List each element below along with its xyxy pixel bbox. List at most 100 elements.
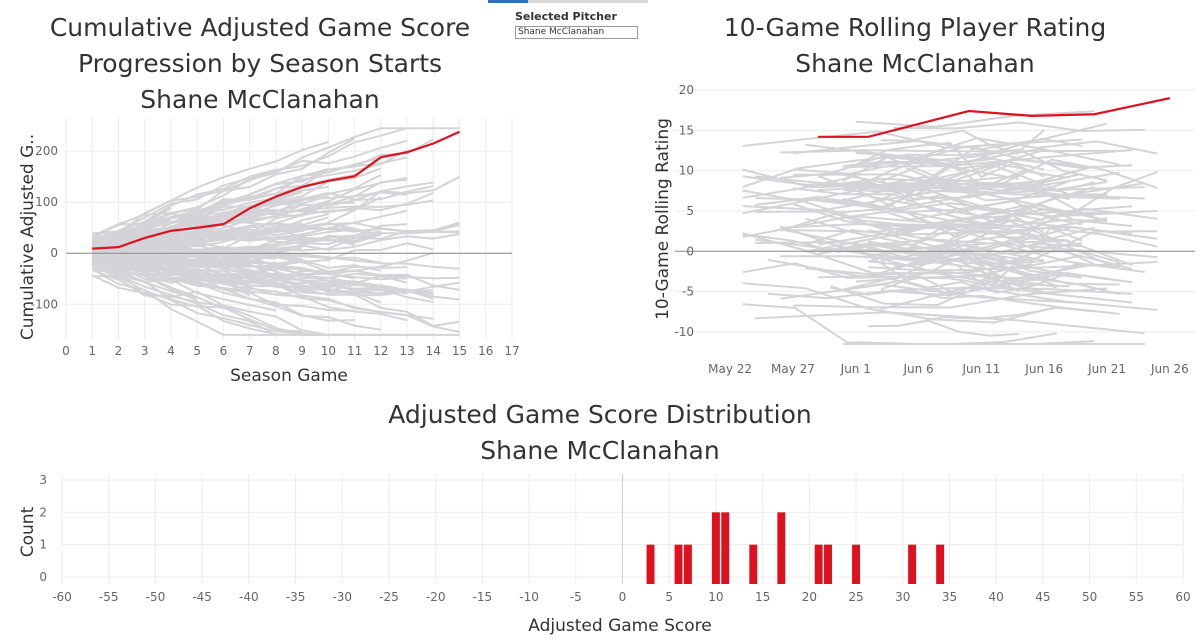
cumulative-x-tick-label: 14 xyxy=(426,344,441,358)
distribution-x-tick-label: -15 xyxy=(473,590,493,604)
cumulative-x-tick-label: 8 xyxy=(272,344,280,358)
rolling-title-line-2: Shane McClanahan xyxy=(795,49,1035,78)
rolling-background-line xyxy=(792,122,1108,155)
rolling-x-tick-label: May 22 xyxy=(708,362,752,376)
distribution-bar xyxy=(646,544,655,584)
cumulative-background-line xyxy=(91,252,355,289)
rolling-background-line xyxy=(817,174,1095,239)
distribution-x-tick-label: -40 xyxy=(239,590,259,604)
distribution-x-tick-label: -45 xyxy=(192,590,212,604)
cumulative-chart-title: Cumulative Adjusted Game Score Progressi… xyxy=(20,10,500,118)
cumulative-y-tick-label: 100 xyxy=(35,195,58,209)
rolling-background-line xyxy=(755,238,1108,271)
cumulative-background-line xyxy=(91,269,434,336)
distribution-x-axis-label: Adjusted Game Score xyxy=(528,616,711,636)
distribution-y-tick-label: 3 xyxy=(39,473,47,487)
cumulative-background-line xyxy=(92,184,303,247)
distribution-x-tick-label: -30 xyxy=(332,590,352,604)
cumulative-x-tick-label: 11 xyxy=(347,344,362,358)
filter-label: Selected Pitcher xyxy=(515,10,617,23)
rolling-background-line xyxy=(742,233,1032,266)
rolling-background-line xyxy=(855,275,1045,294)
distribution-x-tick-label: 40 xyxy=(989,590,1004,604)
cumulative-x-axis-label: Season Game xyxy=(230,366,348,386)
cumulative-y-tick-label: 200 xyxy=(35,144,58,158)
cumulative-y-axis-label: Cumulative Adjusted G.. xyxy=(18,134,38,340)
rolling-y-tick-label: 10 xyxy=(679,164,694,178)
distribution-bar xyxy=(777,512,786,584)
rolling-background-line xyxy=(780,225,1133,270)
distribution-x-tick-label: 45 xyxy=(1035,590,1050,604)
rolling-y-tick-label: -10 xyxy=(674,325,694,339)
distribution-y-tick-label: 0 xyxy=(39,570,47,584)
distribution-bar xyxy=(852,544,861,584)
rolling-background-line xyxy=(780,283,1082,304)
cumulative-background-line xyxy=(91,274,355,336)
rolling-background-line xyxy=(855,141,1045,178)
cumulative-x-tick-label: 3 xyxy=(141,344,149,358)
cumulative-title-line-1: Cumulative Adjusted Game Score xyxy=(49,13,471,42)
distribution-title-line-2: Shane McClanahan xyxy=(480,436,720,465)
distribution-chart: -60 -55 -50 -45 -40 -35 -30 -25 -20 -15 -10 -5 0 5 10 1… xyxy=(18,473,1191,636)
cumulative-background-line xyxy=(92,241,303,264)
rolling-y-axis-label: 10-Game Rolling Rating xyxy=(653,118,673,320)
rolling-background-line xyxy=(755,311,1145,335)
cumulative-highlight-line xyxy=(92,130,460,250)
rolling-background-line xyxy=(830,286,1057,308)
rolling-x-tick-label: Jun 6 xyxy=(902,362,933,376)
distribution-bar xyxy=(749,544,758,584)
rolling-background-line xyxy=(880,286,1158,311)
cumulative-y-tick-label: -100 xyxy=(31,297,58,311)
rolling-background-line xyxy=(742,282,1120,324)
rolling-background-line xyxy=(880,164,1095,193)
rolling-background-line xyxy=(842,230,1158,267)
cumulative-background-line xyxy=(91,191,434,257)
distribution-chart-title: Adjusted Game Score Distribution Shane M… xyxy=(300,397,900,469)
cumulative-background-line xyxy=(92,230,381,251)
distribution-bar xyxy=(936,544,945,584)
distribution-bar xyxy=(814,544,823,584)
rolling-background-line xyxy=(842,164,1070,202)
cumulative-background-line xyxy=(91,260,277,336)
cumulative-background-line xyxy=(91,127,460,246)
cumulative-background-line xyxy=(91,192,277,241)
pitcher-filter-input[interactable]: Shane McClanahan xyxy=(515,26,638,39)
distribution-x-tick-label: 30 xyxy=(895,590,910,604)
cumulative-x-tick-label: 15 xyxy=(452,344,467,358)
cumulative-chart: 0 1 2 3 4 5 6 7 8 9 10 11 12 13 14 15 16 17-1000100200Sea… xyxy=(18,118,520,386)
cumulative-background-line xyxy=(91,140,329,238)
cumulative-x-tick-label: 2 xyxy=(115,344,123,358)
cumulative-background-line xyxy=(91,209,408,261)
rolling-y-tick-label: -5 xyxy=(682,285,694,299)
cumulative-x-tick-label: 13 xyxy=(399,344,414,358)
rolling-background-line xyxy=(855,277,1032,294)
cumulative-background-line xyxy=(92,227,250,263)
rolling-background-line xyxy=(742,303,1057,345)
rolling-background-line xyxy=(742,148,1020,188)
cumulative-y-tick-label: 0 xyxy=(50,246,58,260)
rolling-background-line xyxy=(842,148,1108,182)
cumulative-background-line xyxy=(92,275,355,336)
rolling-chart: May 22 May 27 Jun 1 Jun 6 Jun 11 Jun 16 Jun 21… xyxy=(653,83,1195,376)
cumulative-x-tick-label: 16 xyxy=(478,344,493,358)
rolling-y-tick-label: 15 xyxy=(679,123,694,137)
rolling-background-line xyxy=(868,254,1083,272)
cumulative-x-tick-label: 5 xyxy=(193,344,201,358)
cumulative-background-line xyxy=(91,216,198,247)
distribution-bar xyxy=(711,512,720,584)
cumulative-background-line xyxy=(91,168,277,246)
cumulative-x-tick-label: 0 xyxy=(62,344,70,358)
distribution-x-tick-label: 15 xyxy=(755,590,770,604)
distribution-y-axis-label: Count xyxy=(18,506,38,557)
rolling-background-line xyxy=(893,171,1158,228)
rolling-background-line xyxy=(855,110,1095,128)
distribution-y-tick-label: 1 xyxy=(39,538,47,552)
rolling-x-tick-label: May 27 xyxy=(771,362,815,376)
cumulative-x-tick-label: 1 xyxy=(88,344,96,358)
distribution-x-tick-label: -20 xyxy=(426,590,446,604)
distribution-x-tick-label: -25 xyxy=(379,590,399,604)
rolling-background-line xyxy=(792,173,1108,222)
cumulative-x-tick-label: 4 xyxy=(167,344,175,358)
rolling-background-line xyxy=(792,187,1095,242)
